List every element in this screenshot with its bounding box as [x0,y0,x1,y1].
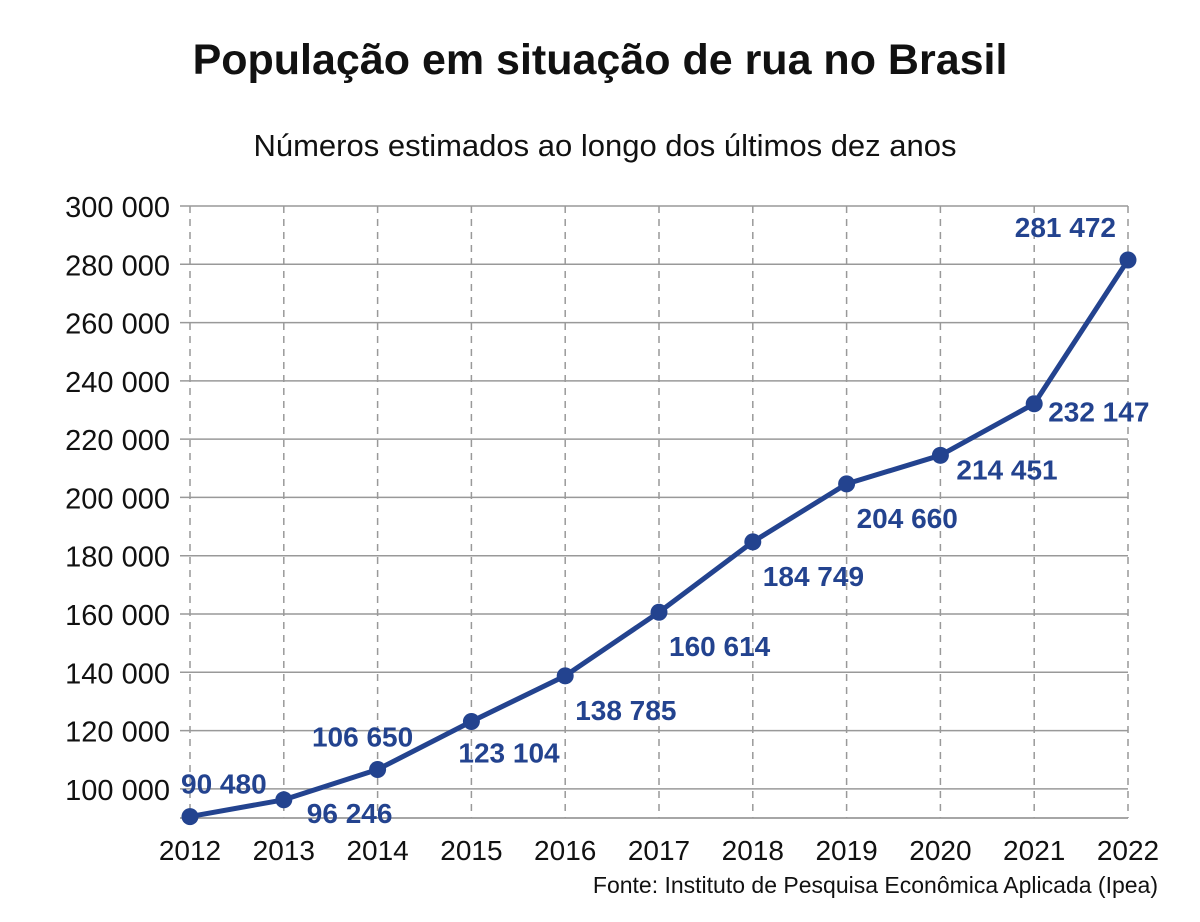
data-point [275,791,293,809]
data-label: 281 472 [1015,212,1116,243]
source-note: Fonte: Instituto de Pesquisa Econômica A… [592,872,1158,898]
x-tick-label: 2018 [722,835,784,866]
x-tick-label: 2020 [909,835,971,866]
y-axis-ticks: 100 000 120 000 140 000 160 000 180 000 200 0… [65,192,170,807]
data-label: 204 660 [857,503,958,534]
data-point [462,713,480,731]
data-label: 90 480 [181,769,267,800]
x-tick-label: 2012 [159,835,221,866]
grid-lines [180,205,1129,819]
y-tick-label: 240 000 [65,367,170,399]
x-tick-label: 2013 [253,835,315,866]
y-tick-label: 260 000 [65,309,170,341]
data-point [181,808,199,826]
chart-subtitle: Números estimados ao longo dos últimos d… [253,128,957,163]
y-tick-label: 100 000 [65,775,170,807]
data-point [369,760,387,778]
x-tick-label: 2019 [815,835,877,866]
data-label: 96 246 [307,798,393,829]
chart-title: População em situação de rua no Brasil [192,36,1008,84]
data-point [650,603,668,621]
y-tick-label: 140 000 [65,658,170,690]
y-tick-label: 280 000 [65,250,170,282]
data-label: 184 749 [763,561,864,592]
data-point [931,446,949,464]
x-tick-label: 2016 [534,835,596,866]
y-tick-label: 200 000 [65,483,170,515]
series [181,251,1137,826]
y-tick-label: 120 000 [65,717,170,749]
data-point [1025,395,1043,413]
data-label: 232 147 [1048,397,1149,428]
data-label: 160 614 [669,631,771,662]
x-tick-label: 2014 [346,835,408,866]
x-tick-label: 2015 [440,835,502,866]
y-tick-label: 300 000 [65,192,170,224]
x-axis-ticks: 2012 2013 2014 2015 2016 2017 2018 2019 2020 2021… [159,835,1159,866]
x-tick-label: 2017 [628,835,690,866]
y-tick-label: 180 000 [65,542,170,574]
data-point [838,475,856,493]
data-point [744,533,762,551]
data-label: 123 104 [458,738,560,769]
data-point [1119,251,1137,269]
data-labels: 90 480 96 246 106 650 123 104 138 785 160 614… [181,212,1149,829]
data-label: 106 650 [312,721,413,752]
x-tick-label: 2022 [1097,835,1159,866]
x-tick-label: 2021 [1003,835,1065,866]
data-label: 214 451 [956,454,1057,485]
y-tick-label: 160 000 [65,600,170,632]
y-tick-label: 220 000 [65,425,170,457]
data-point [556,667,574,685]
data-label: 138 785 [575,695,676,726]
